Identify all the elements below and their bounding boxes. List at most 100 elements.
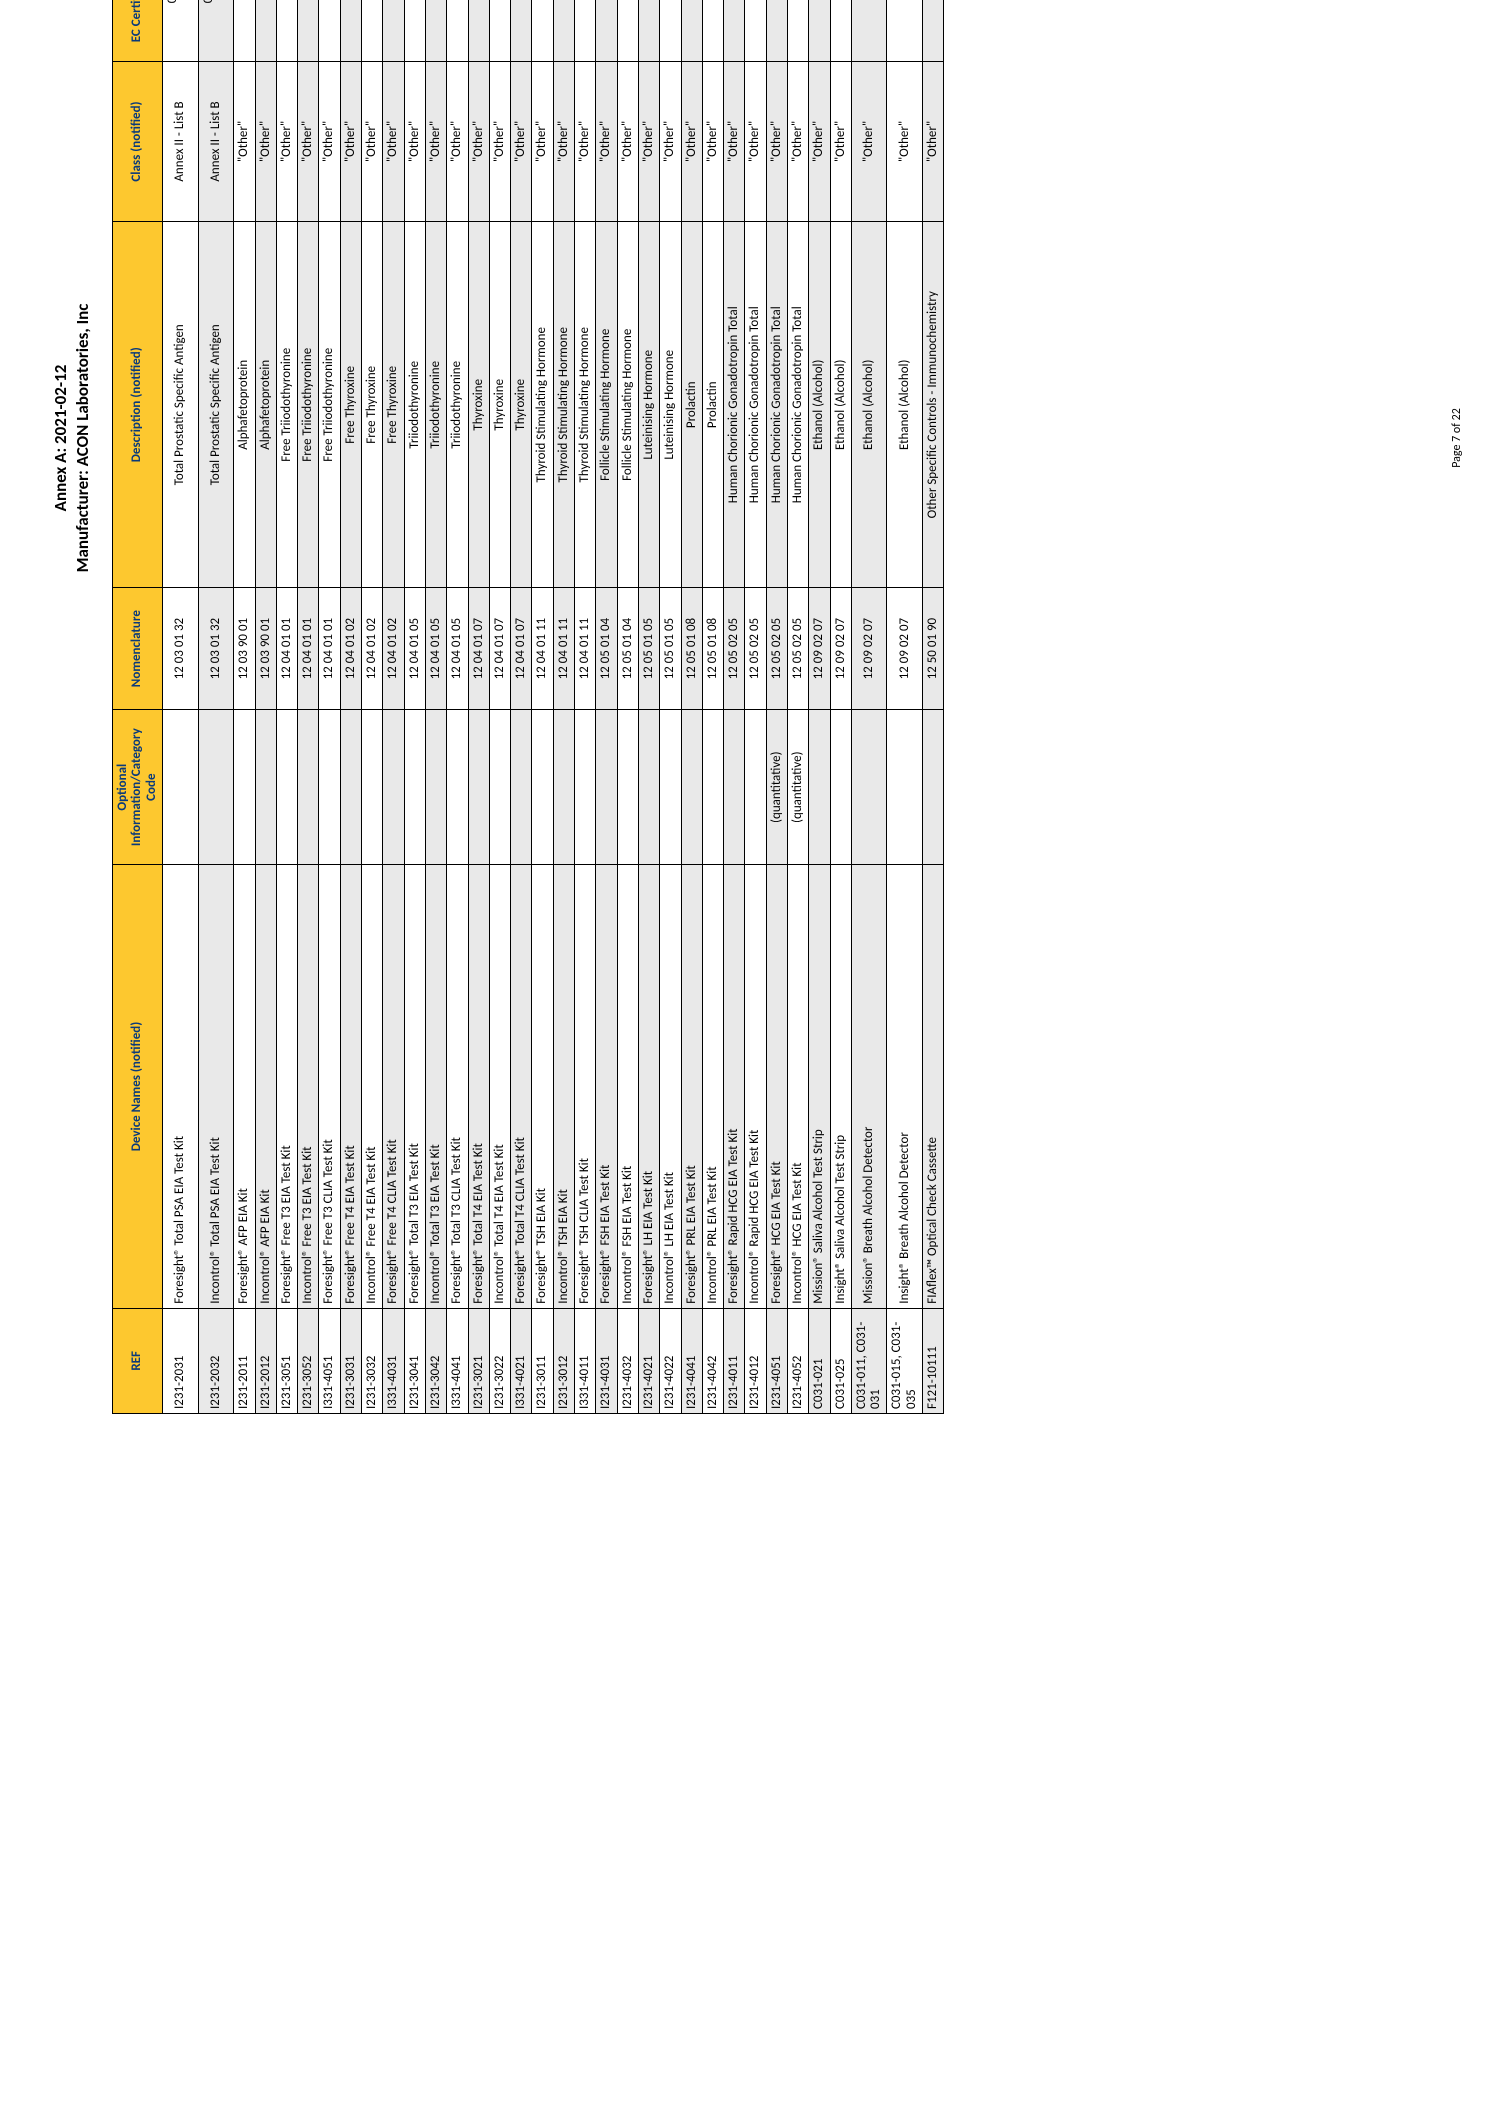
cell-ref: I231-3052 xyxy=(298,1308,319,1413)
cell-ec: N/A xyxy=(404,0,425,61)
cell-nom: 12 05 02 05 xyxy=(766,588,787,710)
cell-nom: 12 05 01 05 xyxy=(660,588,681,710)
page-footer: Page 7 of 22 xyxy=(1450,0,1464,1494)
table-row: I231-2011Foresight® AFP EIA Kit12 03 90 … xyxy=(234,0,255,1414)
cell-name: Foresight® AFP EIA Kit xyxy=(234,865,255,1308)
cell-nom: 12 05 01 05 xyxy=(638,588,659,710)
cell-ref: C031-015, C031-035 xyxy=(887,1308,923,1413)
cell-desc: Thyroxine xyxy=(489,222,510,588)
table-row: I231-4031Foresight® FSH EIA Test Kit12 0… xyxy=(596,0,617,1414)
cell-opt xyxy=(340,710,361,865)
cell-desc: Thyroid Stimulating Hormone xyxy=(532,222,553,588)
cell-cls: "Other" xyxy=(298,61,319,222)
cell-ec: N/A xyxy=(575,0,596,61)
cell-ec: N/A xyxy=(702,0,723,61)
cell-ref: I231-3021 xyxy=(468,1308,489,1413)
cell-ec: N/A xyxy=(830,0,851,61)
cell-cls: "Other" xyxy=(489,61,510,222)
cell-cls: Annex II - List B xyxy=(198,61,234,222)
cell-ref: I231-3011 xyxy=(532,1308,553,1413)
cell-name: Incontrol® Total T4 EIA Test Kit xyxy=(489,865,510,1308)
cell-ref: I231-3051 xyxy=(276,1308,297,1413)
cell-ec: N/A xyxy=(724,0,745,61)
cell-cls: "Other" xyxy=(596,61,617,222)
cell-cls: "Other" xyxy=(362,61,383,222)
cell-name: Insight® Saliva Alcohol Test Strip xyxy=(830,865,851,1308)
cell-name: Foresight® Free T4 CLIA Test Kit xyxy=(383,865,404,1308)
cell-ec: N/A xyxy=(340,0,361,61)
cell-nom: 12 04 01 07 xyxy=(511,588,532,710)
cell-ec: N/A xyxy=(745,0,766,61)
cell-ref: I231-4012 xyxy=(745,1308,766,1413)
cell-opt xyxy=(198,710,234,865)
cell-cls: "Other" xyxy=(447,61,468,222)
cell-name: Incontrol® Rapid HCG EIA Test Kit xyxy=(745,865,766,1308)
cell-desc: Luteinising Hormone xyxy=(660,222,681,588)
cell-ref: I231-4051 xyxy=(766,1308,787,1413)
cell-name: Incontrol® Total T3 EIA Test Kit xyxy=(425,865,446,1308)
cell-opt xyxy=(532,710,553,865)
cell-nom: 12 04 01 01 xyxy=(276,588,297,710)
table-row: I331-4021Foresight® Total T4 CLIA Test K… xyxy=(511,0,532,1414)
cell-cls: "Other" xyxy=(255,61,276,222)
cell-desc: Prolactin xyxy=(702,222,723,588)
table-row: I231-4051Foresight® HCG EIA Test Kit(qua… xyxy=(766,0,787,1414)
cell-ec: N/A xyxy=(887,0,923,61)
cell-name: Foresight® Free T3 CLIA Test Kit xyxy=(319,865,340,1308)
table-row: I231-4041Foresight® PRL EIA Test Kit12 0… xyxy=(681,0,702,1414)
cell-ref: I231-4011 xyxy=(724,1308,745,1413)
cell-desc: Thyroid Stimulating Hormone xyxy=(553,222,574,588)
registration-table: REFDevice Names (notified)Optional Infor… xyxy=(112,0,944,1414)
cell-desc: Free Thyroxine xyxy=(340,222,361,588)
cell-ec: N/A xyxy=(617,0,638,61)
cell-nom: 12 03 01 32 xyxy=(198,588,234,710)
cell-ec: N/A xyxy=(362,0,383,61)
cell-ref: I231-4031 xyxy=(596,1308,617,1413)
cell-ec: 0123/V1 104507 0003exp. 2022-09-12 xyxy=(163,0,199,61)
cell-ref: I231-3031 xyxy=(340,1308,361,1413)
cell-opt xyxy=(447,710,468,865)
cell-nom: 12 05 02 05 xyxy=(724,588,745,710)
cell-opt xyxy=(319,710,340,865)
annex-line: Annex A: 2021-02-12 xyxy=(50,0,72,1414)
table-row: I231-2031Foresight® Total PSA EIA Test K… xyxy=(163,0,199,1414)
cell-nom: 12 05 01 08 xyxy=(681,588,702,710)
table-row: I331-4031Foresight® Free T4 CLIA Test Ki… xyxy=(383,0,404,1414)
cell-cls: "Other" xyxy=(575,61,596,222)
cell-desc: Alphafetoprotein xyxy=(255,222,276,588)
table-row: I231-3052Incontrol® Free T3 EIA Test Kit… xyxy=(298,0,319,1414)
cell-cls: "Other" xyxy=(681,61,702,222)
cell-nom: 12 04 01 02 xyxy=(362,588,383,710)
cell-desc: Prolactin xyxy=(681,222,702,588)
cell-ec: N/A xyxy=(468,0,489,61)
table-row: C031-021Mission® Saliva Alcohol Test Str… xyxy=(809,0,830,1414)
cell-opt xyxy=(468,710,489,865)
cell-nom: 12 04 01 01 xyxy=(298,588,319,710)
cell-opt xyxy=(511,710,532,865)
cell-name: Incontrol® PRL EIA Test Kit xyxy=(702,865,723,1308)
cell-ref: I231-2031 xyxy=(163,1308,199,1413)
cell-cls: "Other" xyxy=(660,61,681,222)
cell-nom: 12 05 01 04 xyxy=(617,588,638,710)
cell-desc: Alphafetoprotein xyxy=(234,222,255,588)
cell-ref: I231-2011 xyxy=(234,1308,255,1413)
table-row: I231-3012Incontrol® TSH EIA Kit12 04 01 … xyxy=(553,0,574,1414)
cell-name: Incontrol® Total PSA EIA Test Kit xyxy=(198,865,234,1308)
cell-ec: N/A xyxy=(660,0,681,61)
col-header: Optional Information/Category Code xyxy=(113,710,163,865)
col-header: Description (notified) xyxy=(113,222,163,588)
col-header: Device Names (notified) xyxy=(113,865,163,1308)
cell-opt xyxy=(553,710,574,865)
cell-name: Incontrol® FSH EIA Test Kit xyxy=(617,865,638,1308)
cell-ec: N/A xyxy=(809,0,830,61)
table-row: I231-3022Incontrol® Total T4 EIA Test Ki… xyxy=(489,0,510,1414)
table-row: I231-3011Foresight® TSH EIA Kit12 04 01 … xyxy=(532,0,553,1414)
cell-opt xyxy=(575,710,596,865)
cell-ec: N/A xyxy=(276,0,297,61)
cell-desc: Free Thyroxine xyxy=(362,222,383,588)
table-row: C031-015, C031-035Insight® Breath Alcoho… xyxy=(887,0,923,1414)
cell-ref: I231-3041 xyxy=(404,1308,425,1413)
cell-ref: I231-4052 xyxy=(787,1308,808,1413)
cell-desc: Thyroxine xyxy=(468,222,489,588)
table-row: I231-3042Incontrol® Total T3 EIA Test Ki… xyxy=(425,0,446,1414)
